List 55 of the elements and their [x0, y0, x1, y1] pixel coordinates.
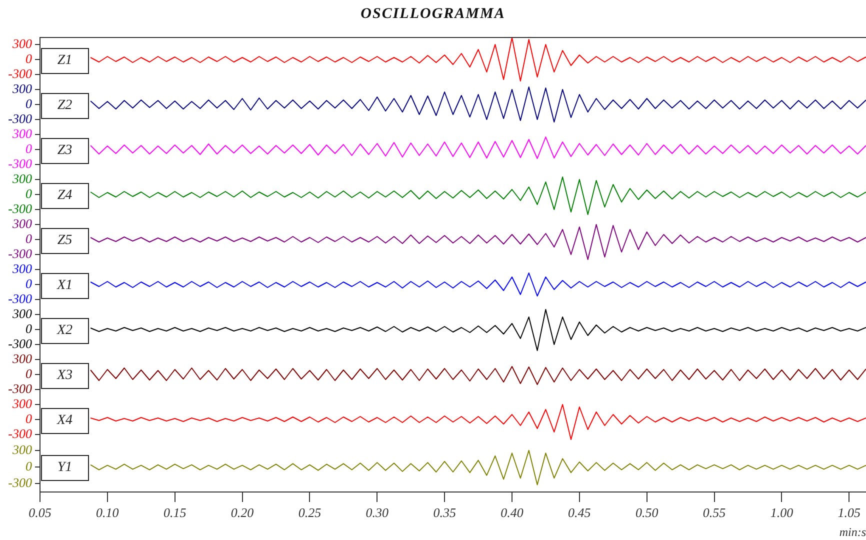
y-tick-label: 0 [26, 458, 32, 474]
y-tick-label: 0 [26, 320, 32, 336]
y-tick-label: -300 [8, 246, 32, 261]
x-tick-label: 1.05 [838, 505, 862, 520]
x-tick-label: 0.35 [433, 505, 456, 520]
y-tick-label: 300 [12, 126, 32, 141]
y-tick-label: -300 [8, 475, 32, 490]
series-label: Y1 [41, 455, 89, 481]
y-tick-label: 0 [26, 410, 32, 426]
x-tick-label: 0.10 [96, 505, 120, 520]
x-tick-label: 0.45 [568, 505, 592, 520]
y-tick-label: -300 [8, 426, 32, 441]
x-tick-label: 0.15 [163, 505, 187, 520]
y-tick-label: 0 [26, 50, 32, 66]
x-axis-title: min:s [839, 524, 866, 539]
y-tick-label: -300 [8, 156, 32, 171]
y-tick-label: 0 [26, 230, 32, 246]
y-tick-label: -300 [8, 380, 32, 396]
y-tick-label: 300 [12, 396, 32, 411]
y-tick-label: 300 [12, 36, 32, 51]
y-tick-label: 300 [12, 260, 32, 276]
y-tick-label: 300 [12, 442, 32, 457]
series-label: Z5 [41, 228, 89, 254]
y-tick-label: 0 [26, 186, 32, 201]
x-tick-label: 0.30 [366, 505, 390, 520]
x-tick-label: 0.50 [635, 505, 659, 520]
chart-title: OSCILLOGRAMMA [360, 6, 506, 23]
y-tick-label: 300 [12, 170, 32, 186]
y-tick-label: 300 [12, 80, 32, 96]
x-tick-label: 0.55 [702, 505, 726, 520]
y-tick-label: -300 [8, 336, 32, 351]
series-label: Z1 [41, 48, 89, 74]
y-tick-label: 0 [26, 276, 32, 291]
y-tick-label: 300 [12, 306, 32, 321]
y-tick-label: 300 [12, 350, 32, 366]
series-label: Z4 [41, 182, 89, 208]
y-tick-label: 300 [12, 216, 32, 231]
y-tick-label: -300 [8, 110, 32, 126]
x-tick-label: 1.00 [770, 505, 794, 520]
series-label: X3 [41, 362, 89, 388]
series-label: Z2 [41, 92, 89, 118]
x-tick-label: 0.20 [230, 505, 254, 520]
y-tick-label: -300 [8, 290, 32, 306]
series-label: X1 [41, 272, 89, 298]
x-tick-label: 0.05 [28, 505, 52, 520]
y-tick-label: -300 [8, 66, 32, 81]
series-label: Z3 [41, 138, 89, 164]
x-tick-label: 0.40 [500, 505, 524, 520]
y-tick-label: 0 [26, 96, 32, 111]
y-tick-label: 0 [26, 366, 32, 381]
y-tick-label: -300 [8, 200, 32, 216]
y-tick-label: 0 [26, 140, 32, 156]
series-label: X2 [41, 318, 89, 344]
x-tick-label: 0.25 [298, 505, 322, 520]
series-label: X4 [41, 408, 89, 434]
